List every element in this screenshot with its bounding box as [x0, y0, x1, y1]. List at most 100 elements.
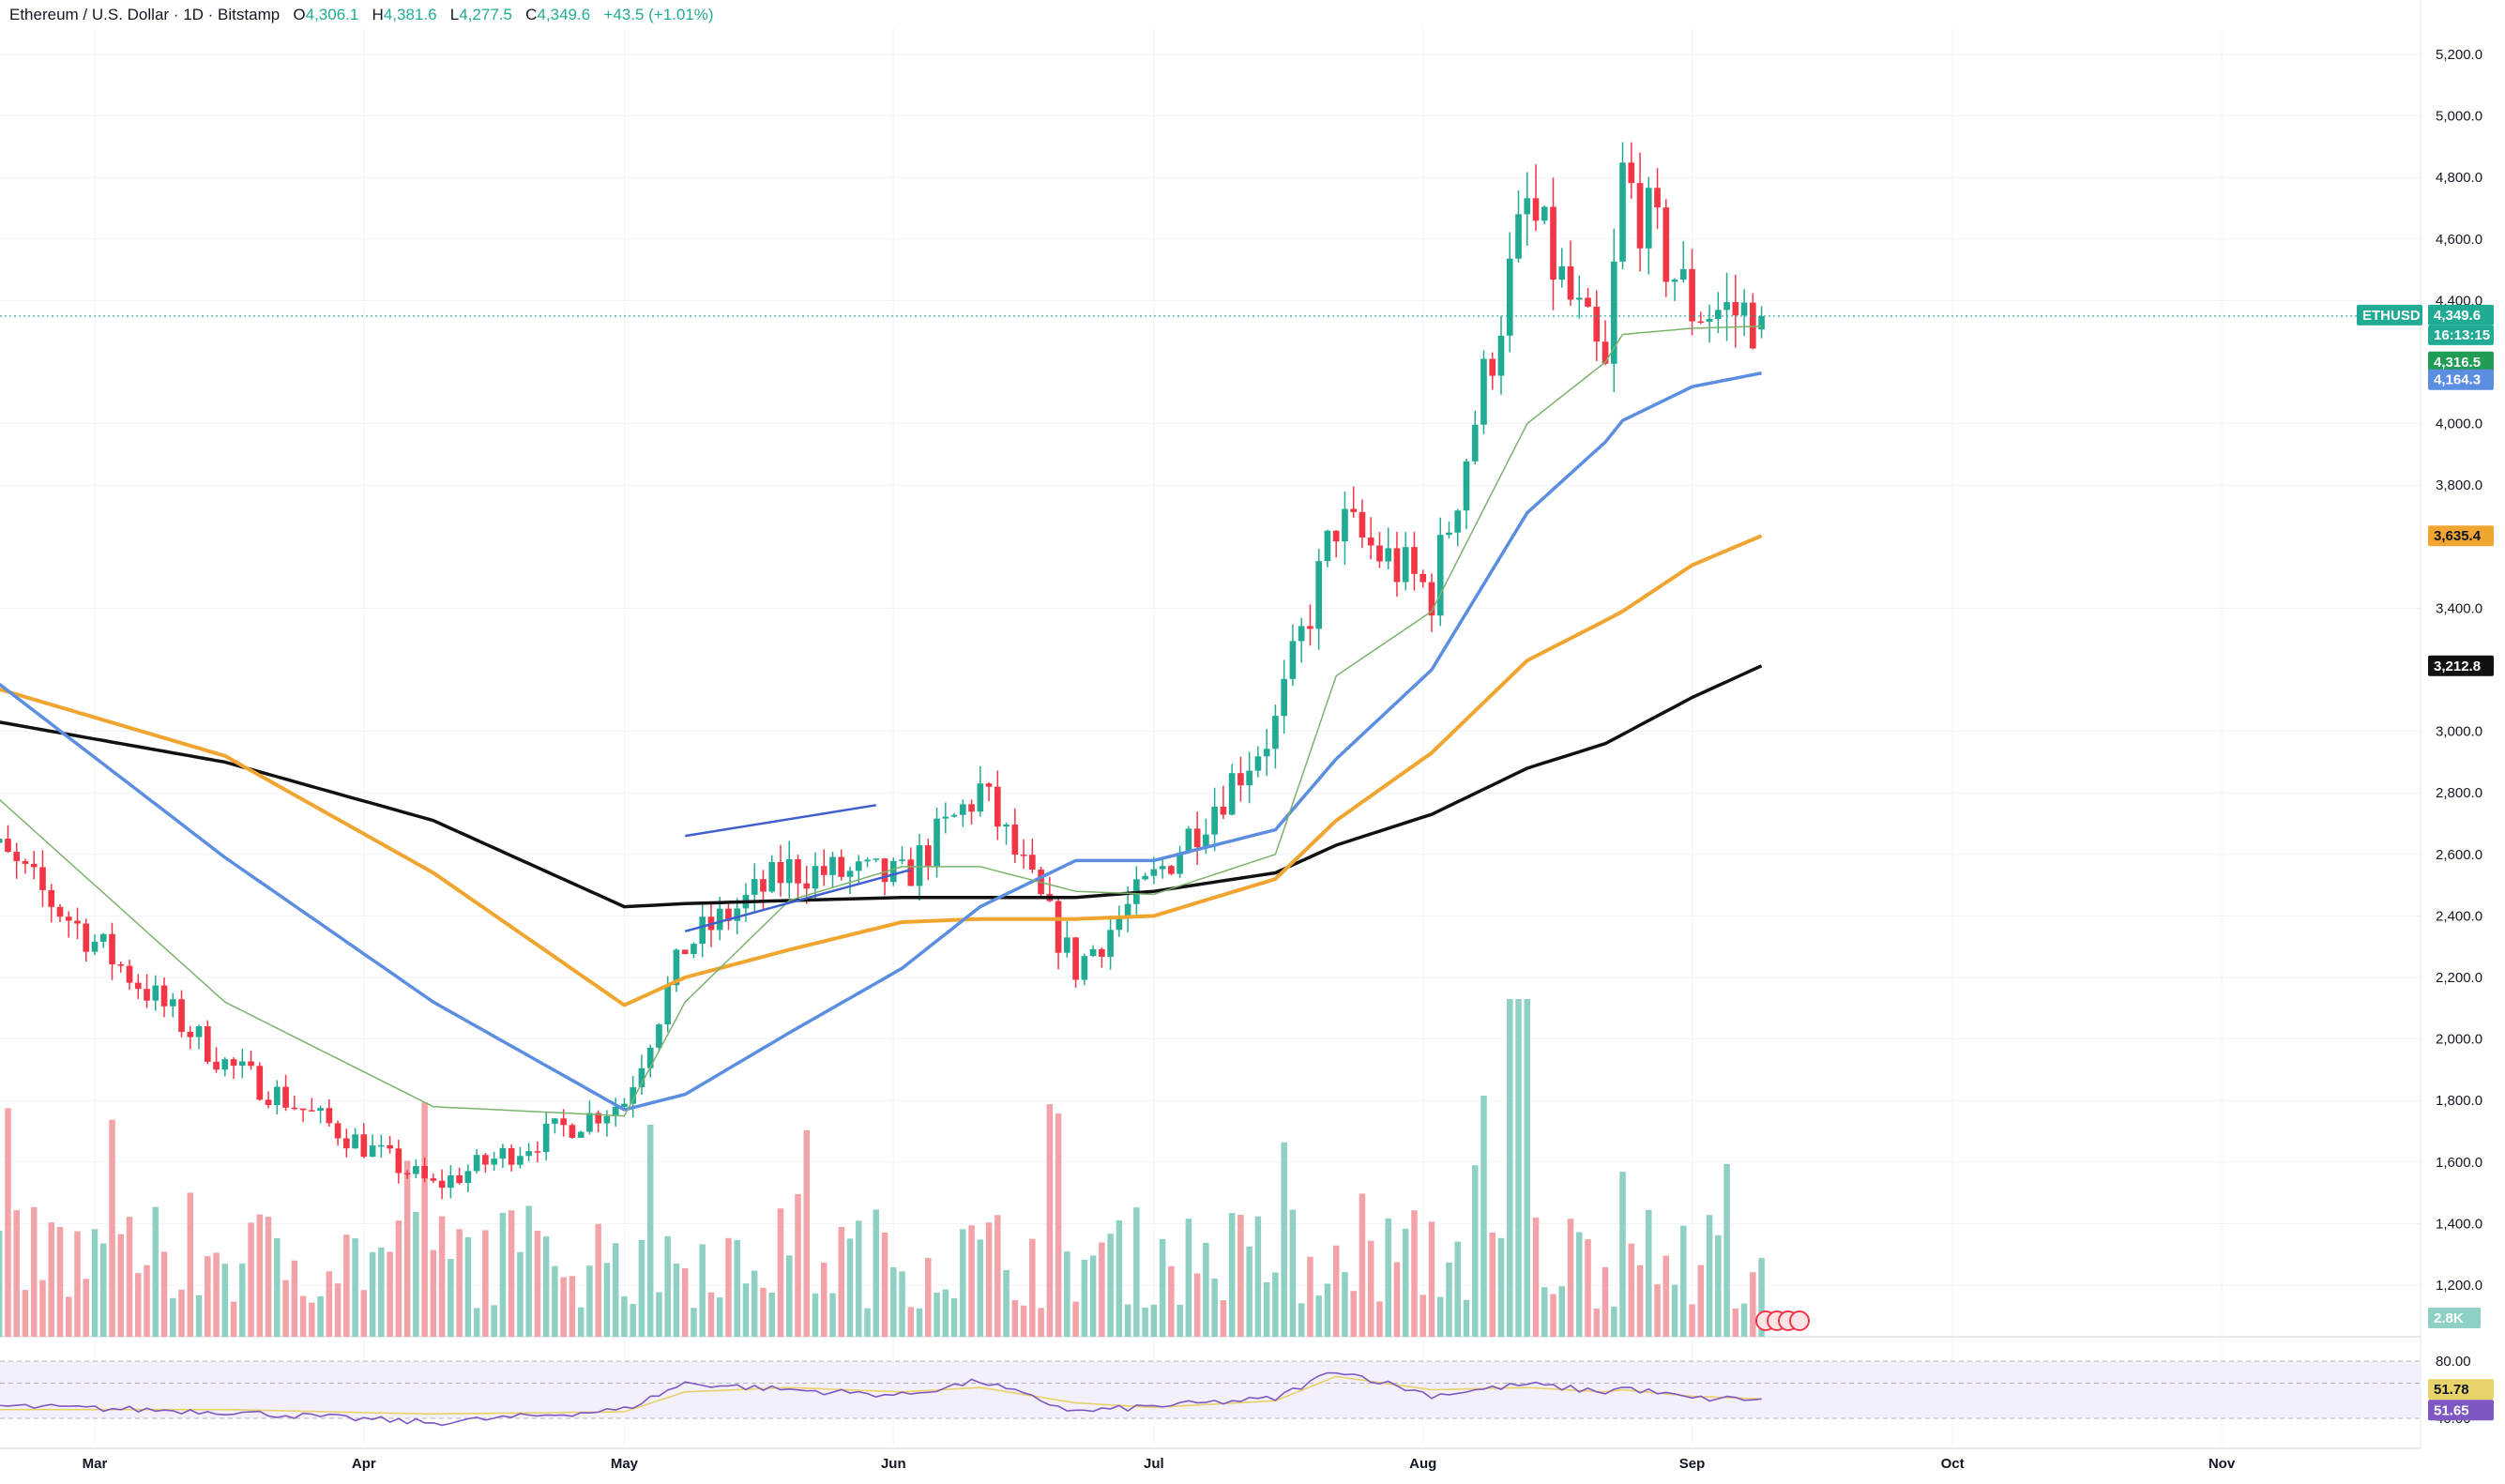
volume-bar — [751, 1270, 758, 1337]
time-tick-label: Jun — [881, 1456, 906, 1472]
interval-label[interactable]: 1D — [183, 6, 204, 23]
volume-bar — [1428, 1221, 1435, 1337]
candle-body — [265, 1099, 272, 1105]
volume-bar — [1611, 1306, 1617, 1337]
volume-bar — [1463, 1299, 1470, 1337]
candle-body — [1211, 807, 1218, 835]
volume-bar — [1272, 1272, 1279, 1337]
ma-black-badge: 3,212.8 — [2434, 659, 2481, 674]
close-label: C — [525, 6, 538, 23]
volume-bar — [777, 1208, 784, 1337]
volume-bar — [1003, 1269, 1010, 1337]
candle-body — [1619, 162, 1626, 262]
candle-body — [160, 985, 168, 1007]
volume-bar — [846, 1238, 854, 1337]
candle-body — [889, 860, 897, 883]
ma-fast-line — [0, 326, 1762, 1117]
price-tick-label: 2,400.0 — [2436, 908, 2482, 924]
price-tick-label: 1,400.0 — [2436, 1216, 2482, 1232]
volume-bar — [1524, 999, 1530, 1337]
candle-body — [248, 1061, 254, 1067]
volume-bar — [456, 1229, 463, 1337]
ticker-badge-bg — [2357, 304, 2422, 326]
volume-bar — [39, 1280, 46, 1337]
time-tick-label: Aug — [1409, 1456, 1436, 1472]
candle-body — [39, 867, 46, 890]
symbol-name[interactable]: Ethereum / U.S. Dollar — [9, 6, 170, 23]
trendlines[interactable] — [684, 804, 912, 933]
volume-bar — [1046, 1104, 1054, 1337]
candle-body — [1706, 318, 1713, 322]
volume-bar — [1081, 1259, 1088, 1337]
volume-bar — [230, 1301, 237, 1337]
volume-bar — [83, 1279, 89, 1337]
volume-bar — [1576, 1232, 1583, 1337]
candle-body — [1116, 917, 1123, 931]
candle-body — [30, 863, 38, 868]
volume-bar — [925, 1258, 932, 1337]
rsi-ma-badge-bg — [2428, 1379, 2494, 1401]
volume-bar — [1402, 1228, 1409, 1337]
candle-body — [1402, 547, 1409, 583]
candle-body — [282, 1086, 289, 1108]
time-tick-label: Jul — [1144, 1456, 1164, 1472]
candle-body — [1089, 948, 1097, 957]
candle-body — [1220, 807, 1227, 815]
volume-bar — [1011, 1299, 1019, 1337]
volume-bar — [1246, 1246, 1252, 1337]
volume-bar — [91, 1229, 99, 1337]
volume-bar — [716, 1297, 723, 1337]
candle-body — [317, 1108, 324, 1112]
volume-bar — [1636, 1264, 1644, 1337]
candle-body — [1645, 188, 1652, 249]
volume-bar — [630, 1304, 636, 1337]
time-tick-label: Sep — [1679, 1456, 1706, 1472]
volume-bar — [403, 1160, 411, 1337]
price-axis[interactable]: 5,200.05,000.04,800.04,600.04,400.04,000… — [2436, 47, 2482, 1427]
time-axis[interactable]: Mar Apr May Jun Jul Aug Sep Oct Nov — [83, 1456, 2236, 1472]
volume-bar — [699, 1244, 706, 1337]
change-value: +43.5 (+1.01%) — [603, 6, 714, 23]
candle-body — [1385, 548, 1392, 562]
volume-bar — [1359, 1193, 1366, 1337]
rsi-badge: 51.65 — [2434, 1402, 2469, 1418]
volume-bar — [160, 1251, 168, 1337]
candle-body — [881, 858, 888, 883]
candle-body — [273, 1086, 281, 1105]
candle-body — [1367, 537, 1374, 546]
price-tick-label: 5,000.0 — [2436, 109, 2482, 125]
candle-body — [1610, 261, 1617, 364]
candle-body — [1185, 828, 1192, 853]
candle-body — [438, 1180, 446, 1189]
candle-body — [65, 916, 72, 921]
price-badge: 4,349.6 — [2434, 308, 2481, 324]
volume-bar — [1507, 999, 1513, 1337]
volume-bar — [360, 1290, 368, 1337]
volume-bar — [569, 1276, 576, 1337]
volume-bar — [577, 1307, 584, 1337]
candle-body — [994, 786, 1001, 827]
candle-body — [464, 1171, 472, 1184]
volume-bar — [786, 1255, 793, 1337]
candle-body — [117, 964, 125, 966]
candle-body — [1411, 547, 1418, 574]
candle-body — [812, 866, 819, 889]
candle-body — [144, 989, 150, 1001]
volume-bar — [239, 1264, 246, 1337]
volume-bar — [517, 1251, 524, 1337]
candle-body — [1471, 424, 1479, 462]
candle-body — [1436, 535, 1444, 616]
price-tick-label: 5,200.0 — [2436, 47, 2482, 63]
candle-body — [985, 783, 993, 787]
candle-body — [560, 1118, 567, 1126]
volume-bar — [534, 1231, 541, 1337]
candle-body — [1446, 532, 1452, 536]
candle-body — [1150, 869, 1158, 876]
volume-bar — [542, 1236, 550, 1337]
volume-bar — [1680, 1225, 1687, 1337]
volume-bar — [508, 1210, 515, 1337]
candle-body — [109, 933, 115, 965]
candle-body — [760, 879, 767, 892]
candle-body — [1055, 901, 1062, 953]
